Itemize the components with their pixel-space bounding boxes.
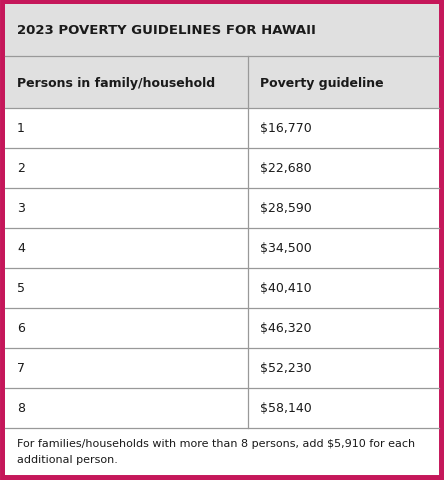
Text: For families/households with more than 8 persons, add $5,910 for each: For families/households with more than 8… (17, 438, 415, 448)
Bar (5, 348, 439, 388)
Text: $52,230: $52,230 (260, 362, 312, 375)
Text: 2: 2 (17, 162, 25, 175)
Text: $40,410: $40,410 (260, 282, 312, 295)
Text: additional person.: additional person. (17, 454, 118, 464)
Text: $34,500: $34,500 (260, 242, 312, 255)
Bar (5, 109, 439, 149)
Bar (5, 268, 439, 308)
Bar (5, 57, 439, 109)
Text: 2023 POVERTY GUIDELINES FOR HAWAII: 2023 POVERTY GUIDELINES FOR HAWAII (17, 24, 316, 37)
Bar (5, 428, 439, 475)
Bar (5, 388, 439, 428)
Text: $46,320: $46,320 (260, 322, 312, 335)
Text: $58,140: $58,140 (260, 402, 312, 415)
Text: $28,590: $28,590 (260, 202, 312, 215)
Text: $16,770: $16,770 (260, 122, 312, 135)
Text: Persons in family/household: Persons in family/household (17, 76, 215, 89)
Text: 1: 1 (17, 122, 25, 135)
Bar (5, 5, 439, 57)
Text: 8: 8 (17, 402, 25, 415)
Bar (5, 308, 439, 348)
Text: 6: 6 (17, 322, 25, 335)
Text: 3: 3 (17, 202, 25, 215)
Bar (5, 228, 439, 268)
Text: Poverty guideline: Poverty guideline (260, 76, 384, 89)
Text: 7: 7 (17, 362, 25, 375)
Bar (5, 149, 439, 189)
Bar (5, 189, 439, 228)
Text: 5: 5 (17, 282, 25, 295)
Text: 4: 4 (17, 242, 25, 255)
Text: $22,680: $22,680 (260, 162, 312, 175)
